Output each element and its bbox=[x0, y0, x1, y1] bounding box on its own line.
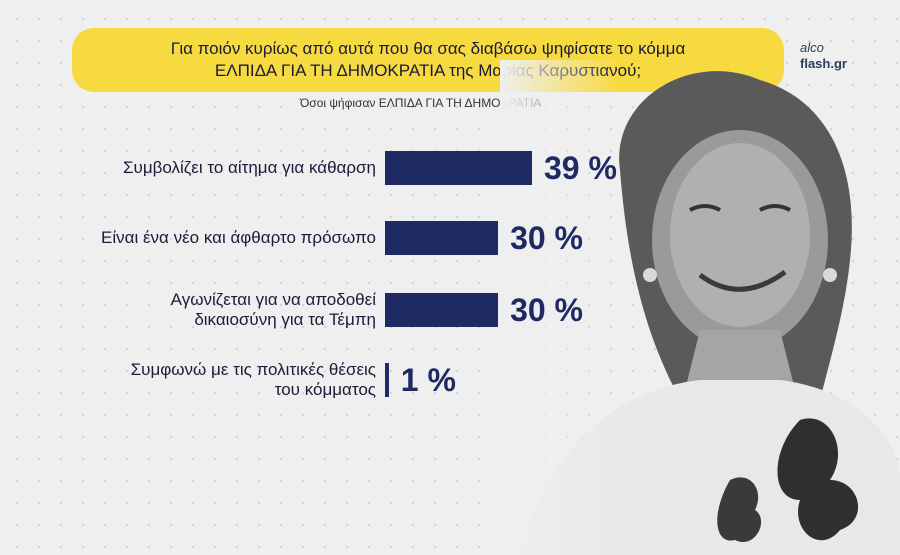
category-label-line: δικαιοσύνη για τα Τέμπη bbox=[194, 310, 376, 329]
chart-title-line-1: Για ποιόν κυρίως από αυτά που θα σας δια… bbox=[170, 39, 686, 58]
category-label-line: Συμφωνώ με τις πολιτικές θέσεις bbox=[130, 360, 376, 379]
bar bbox=[385, 151, 532, 185]
bar bbox=[385, 221, 499, 255]
logo-line-1: alco bbox=[800, 40, 824, 55]
portrait-photo bbox=[500, 60, 900, 555]
category-label-line: Είναι ένα νέο και άφθαρτο πρόσωπο bbox=[101, 228, 376, 247]
category-label: Αγωνίζεται για να αποδοθεί δικαιοσύνη για… bbox=[171, 290, 376, 330]
category-label-line: Συμβολίζει το αίτημα για κάθαρση bbox=[123, 158, 376, 177]
bar bbox=[385, 363, 389, 397]
chart-subtitle: Όσοι ψήφισαν ΕΛΠΙΔΑ ΓΙΑ ΤΗ ΔΗΜΟΚΡΑΤΙΑ bbox=[300, 96, 542, 110]
category-label: Συμφωνώ με τις πολιτικές θέσεις του κόμμα… bbox=[131, 360, 376, 400]
value-label: 1 % bbox=[400, 362, 456, 398]
category-label-line: του κόμματος bbox=[274, 380, 376, 399]
value-label: 30 % bbox=[510, 292, 583, 328]
category-label-line: Αγωνίζεται για να αποδοθεί bbox=[170, 290, 376, 309]
value-label: 30 % bbox=[510, 220, 583, 256]
bar bbox=[385, 293, 499, 327]
category-label: Συμβολίζει το αίτημα για κάθαρση bbox=[123, 158, 376, 178]
value-label: 39 % bbox=[544, 150, 617, 186]
category-label: Είναι ένα νέο και άφθαρτο πρόσωπο bbox=[101, 228, 376, 248]
